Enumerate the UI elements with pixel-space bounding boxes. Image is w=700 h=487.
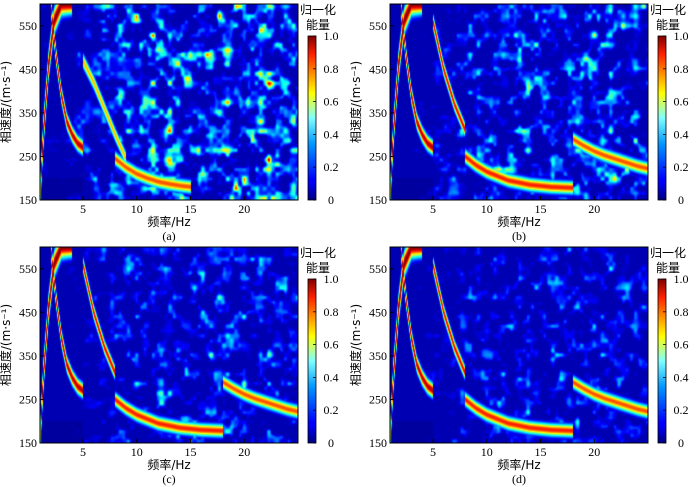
colorbar-tick-label: 0.8	[324, 62, 339, 76]
x-tick-label: 15	[185, 445, 197, 459]
colorbar-tick-label: 0.8	[674, 305, 689, 319]
y-tick-label: 350	[369, 106, 387, 120]
colorbar-tick-label: 1.0	[324, 29, 339, 43]
heatmap-image	[40, 4, 298, 200]
colorbar	[657, 278, 667, 444]
colorbar-title: 能量	[306, 261, 330, 275]
y-axis-label: 相速度/(m·s⁻¹)	[348, 61, 363, 143]
y-tick-label: 350	[19, 106, 37, 120]
plot-frame	[39, 3, 299, 201]
y-tick-label: 350	[369, 349, 387, 363]
y-tick-label: 150	[19, 193, 37, 207]
x-tick-label: 20	[238, 202, 250, 216]
y-tick-label: 550	[19, 262, 37, 276]
y-axis-label: 相速度/(m·s⁻¹)	[0, 61, 13, 143]
y-tick-label: 250	[369, 392, 387, 406]
plot-frame	[39, 246, 299, 444]
colorbar-tick-label: 0.4	[324, 127, 339, 141]
colorbar-title: 归一化	[650, 246, 686, 260]
y-tick-label: 150	[369, 193, 387, 207]
colorbar	[307, 35, 317, 201]
x-tick-label: 10	[481, 202, 493, 216]
y-tick-label: 150	[369, 436, 387, 450]
x-axis-label: 频率/Hz	[497, 214, 540, 229]
y-tick-label: 250	[19, 149, 37, 163]
colorbar-tick-label: 0.8	[674, 62, 689, 76]
colorbar-title: 归一化	[300, 246, 336, 260]
colorbar-tick-label: 0.4	[324, 370, 339, 384]
plot-frame	[389, 246, 649, 444]
x-tick-label: 15	[535, 445, 547, 459]
heatmap-image	[390, 247, 648, 443]
x-tick-label: 15	[185, 202, 197, 216]
colorbar-tick-label: 0	[678, 193, 684, 207]
x-tick-label: 5	[80, 202, 86, 216]
x-tick-label: 10	[131, 202, 143, 216]
y-axis-label: 相速度/(m·s⁻¹)	[348, 304, 363, 386]
colorbar-tick-label: 0.2	[324, 160, 339, 174]
x-tick-label: 15	[535, 202, 547, 216]
colorbar-tick-label: 1.0	[324, 272, 339, 286]
x-tick-label: 10	[131, 445, 143, 459]
y-tick-label: 550	[369, 19, 387, 33]
colorbar-title: 归一化	[650, 3, 686, 17]
colorbar-tick-label: 0.6	[674, 338, 689, 352]
panel-caption: (b)	[512, 229, 526, 243]
colorbar-tick-label: 0	[328, 436, 334, 450]
colorbar-title: 能量	[656, 18, 680, 32]
colorbar-tick-label: 0.2	[674, 160, 689, 174]
colorbar	[307, 278, 317, 444]
colorbar-title: 能量	[306, 18, 330, 32]
x-axis-label: 频率/Hz	[497, 457, 540, 472]
x-tick-label: 5	[430, 202, 436, 216]
colorbar-tick-label: 0.2	[324, 403, 339, 417]
y-tick-label: 450	[369, 305, 387, 319]
panel-caption: (a)	[162, 229, 175, 243]
y-tick-label: 450	[19, 305, 37, 319]
colorbar-tick-label: 1.0	[674, 29, 689, 43]
colorbar-title: 归一化	[300, 3, 336, 17]
colorbar-title: 能量	[656, 261, 680, 275]
x-axis-label: 频率/Hz	[147, 457, 190, 472]
y-tick-label: 250	[19, 392, 37, 406]
colorbar-tick-label: 0.6	[674, 95, 689, 109]
y-tick-label: 550	[369, 262, 387, 276]
y-tick-label: 350	[19, 349, 37, 363]
x-axis-label: 频率/Hz	[147, 214, 190, 229]
heatmap-image	[40, 247, 298, 443]
colorbar-tick-label: 0.4	[674, 127, 689, 141]
colorbar-tick-label: 0.4	[674, 370, 689, 384]
y-tick-label: 450	[369, 62, 387, 76]
colorbar-tick-label: 0.6	[324, 95, 339, 109]
y-tick-label: 450	[19, 62, 37, 76]
colorbar-tick-label: 0.8	[324, 305, 339, 319]
y-tick-label: 550	[19, 19, 37, 33]
colorbar	[657, 35, 667, 201]
x-tick-label: 20	[588, 202, 600, 216]
colorbar-tick-label: 0.2	[674, 403, 689, 417]
x-tick-label: 5	[430, 445, 436, 459]
heatmap-image	[390, 4, 648, 200]
x-tick-label: 20	[588, 445, 600, 459]
y-axis-label: 相速度/(m·s⁻¹)	[0, 304, 13, 386]
y-tick-label: 150	[19, 436, 37, 450]
panel-a: 5 10 15 20 150 250 350 450 550 频率/Hz 相速度/(m·s⁻¹) (a…	[0, 3, 339, 243]
x-tick-label: 5	[80, 445, 86, 459]
colorbar-tick-label: 0	[328, 193, 334, 207]
panel-c: 5 10 15 20 150 250 350 450 550 频率/Hz 相速度/(m·s⁻¹) (c…	[0, 246, 339, 486]
x-tick-label: 20	[238, 445, 250, 459]
panel-caption: (d)	[512, 472, 526, 486]
y-tick-label: 250	[369, 149, 387, 163]
panel-b: 5 10 15 20 150 250 350 450 550 频率/Hz 相速度/(m·s⁻¹) (b…	[348, 3, 689, 243]
panel-caption: (c)	[162, 472, 175, 486]
colorbar-tick-label: 0	[678, 436, 684, 450]
colorbar-tick-label: 0.6	[324, 338, 339, 352]
panel-d: 5 10 15 20 150 250 350 450 550 频率/Hz 相速度/(m·s⁻¹) (d…	[348, 246, 689, 486]
x-tick-label: 10	[481, 445, 493, 459]
colorbar-tick-label: 1.0	[674, 272, 689, 286]
plot-frame	[389, 3, 649, 201]
